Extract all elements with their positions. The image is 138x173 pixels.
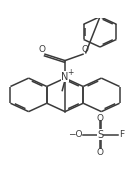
Text: O: O [96,114,104,123]
Text: O: O [39,44,46,53]
Text: O: O [96,148,104,157]
Text: N: N [61,72,69,82]
Text: S: S [97,130,103,140]
Text: +: + [67,68,74,77]
Text: F: F [119,130,124,139]
Text: −O: −O [68,130,82,139]
Text: O: O [82,44,89,53]
